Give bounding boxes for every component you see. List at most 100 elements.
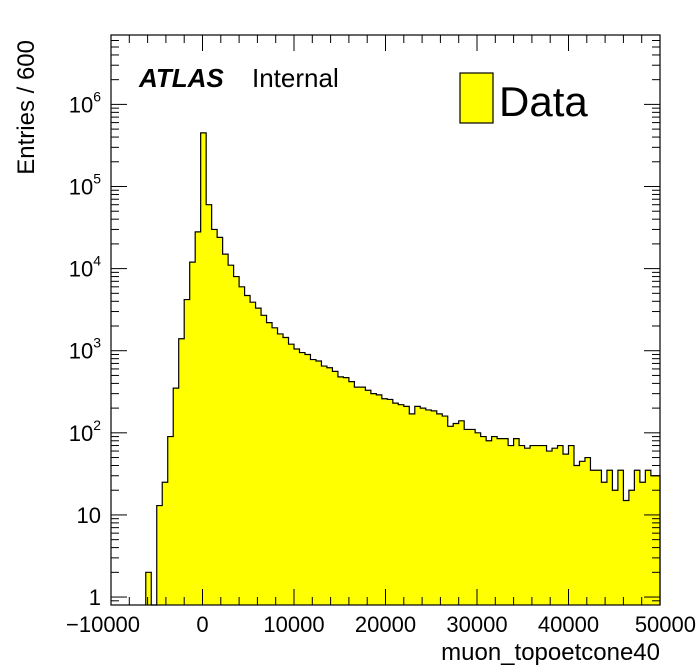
y-tick-label: 102 — [69, 417, 101, 446]
histogram-bar — [233, 276, 240, 605]
histogram-bar — [370, 393, 377, 605]
histogram-bar — [387, 399, 394, 605]
histogram-bar — [184, 299, 190, 605]
histogram-bar — [645, 470, 652, 605]
histogram-bars — [145, 132, 661, 606]
x-tick-label: −10000 — [66, 612, 140, 637]
histogram-bar — [442, 416, 449, 605]
histogram-bar — [239, 286, 245, 605]
histogram-bar — [272, 327, 278, 605]
y-tick-label: 105 — [69, 171, 101, 200]
histogram-bar — [156, 505, 163, 605]
histogram-bar — [480, 436, 487, 605]
histogram-bar — [217, 237, 223, 605]
histogram-bar — [414, 406, 421, 605]
histogram-bar — [145, 572, 152, 605]
histogram-bar — [486, 440, 492, 605]
histogram-bar — [409, 413, 416, 605]
histogram-bar — [436, 413, 443, 605]
legend-swatch — [459, 72, 494, 124]
histogram-bar — [469, 429, 476, 605]
histogram-bar — [343, 377, 350, 605]
histogram-bar — [546, 451, 553, 605]
histogram-bar — [568, 445, 575, 605]
histogram-bar — [634, 470, 641, 605]
histogram-bar — [475, 432, 481, 605]
histogram-bar — [595, 470, 602, 605]
histogram-bar — [277, 333, 284, 605]
histogram-bar — [162, 482, 169, 605]
histogram-bar — [244, 295, 251, 605]
histogram-bar — [420, 408, 427, 605]
histogram-bar — [601, 482, 608, 605]
histogram-bar — [365, 390, 372, 605]
x-tick-label: 40000 — [538, 612, 599, 637]
x-tick-labels: −10000 0 10000 20000 30000 40000 50000 — [66, 612, 696, 637]
histogram-bar — [617, 470, 624, 605]
y-tick-label: 10 — [77, 503, 101, 528]
histogram-bar — [381, 398, 388, 605]
histogram-bar — [628, 490, 635, 605]
histogram-bar — [392, 403, 399, 605]
histogram-bar — [519, 445, 525, 605]
histogram-bar — [195, 231, 201, 605]
x-axis-title: muon_topoetcone40 — [441, 639, 660, 666]
legend: Data — [459, 72, 588, 125]
histogram-bar — [304, 354, 311, 605]
histogram-bar — [508, 445, 514, 605]
y-tick-labels: 1 10 102 103 104 105 106 — [69, 88, 101, 610]
histogram-bar — [464, 429, 470, 605]
histogram-bar — [206, 204, 212, 605]
x-tick-label: 10000 — [263, 612, 324, 637]
histogram-bar — [359, 387, 366, 605]
histogram-bar — [650, 475, 657, 605]
histogram-bar — [200, 132, 207, 606]
histogram-bar — [447, 426, 454, 605]
x-tick-label: 50000 — [635, 612, 696, 637]
histogram-bar — [573, 465, 580, 605]
histogram-bar — [266, 322, 273, 605]
histogram-bar — [590, 470, 597, 605]
histogram-bar — [178, 338, 185, 605]
histogram-bar — [530, 445, 536, 605]
histogram-outline — [145, 132, 661, 606]
histogram-bar — [497, 438, 503, 605]
histogram-bar — [167, 436, 174, 605]
histogram-bar — [579, 461, 586, 605]
internal-label: Internal — [252, 63, 339, 93]
histogram-bar — [222, 254, 229, 605]
x-tick-label: 0 — [196, 612, 208, 637]
x-tick-label: 30000 — [446, 612, 507, 637]
histogram-bar — [398, 404, 405, 605]
histogram-bar — [337, 376, 344, 605]
y-tick-label: 1 — [89, 585, 101, 610]
histogram-bar — [513, 438, 520, 605]
histogram-bar — [173, 388, 180, 605]
histogram-bar — [310, 359, 317, 605]
axis-ticks — [110, 34, 661, 606]
histogram-bar — [255, 308, 262, 605]
y-tick-label: 106 — [69, 88, 101, 117]
histogram-bar — [524, 448, 531, 605]
histogram-bar — [584, 457, 591, 605]
histogram-bar — [606, 470, 613, 605]
histogram-bar — [552, 448, 558, 605]
histogram-bar — [326, 367, 333, 605]
histogram-bar — [639, 482, 646, 605]
histogram-bar — [563, 454, 569, 605]
histogram-bar — [656, 475, 661, 605]
histogram-bar — [250, 302, 256, 605]
histogram-bar — [321, 366, 328, 605]
y-tick-label: 104 — [69, 253, 101, 282]
histogram-bar — [261, 315, 267, 605]
histogram-bar — [348, 381, 355, 605]
histogram-bar — [431, 410, 438, 605]
histogram-bar — [535, 445, 542, 605]
histogram-bar — [354, 387, 361, 605]
histogram-bar — [211, 229, 218, 605]
histogram-bar — [332, 371, 339, 605]
histogram-bar — [403, 406, 410, 605]
histogram-bar — [228, 265, 234, 605]
histogram-bar — [557, 445, 564, 605]
